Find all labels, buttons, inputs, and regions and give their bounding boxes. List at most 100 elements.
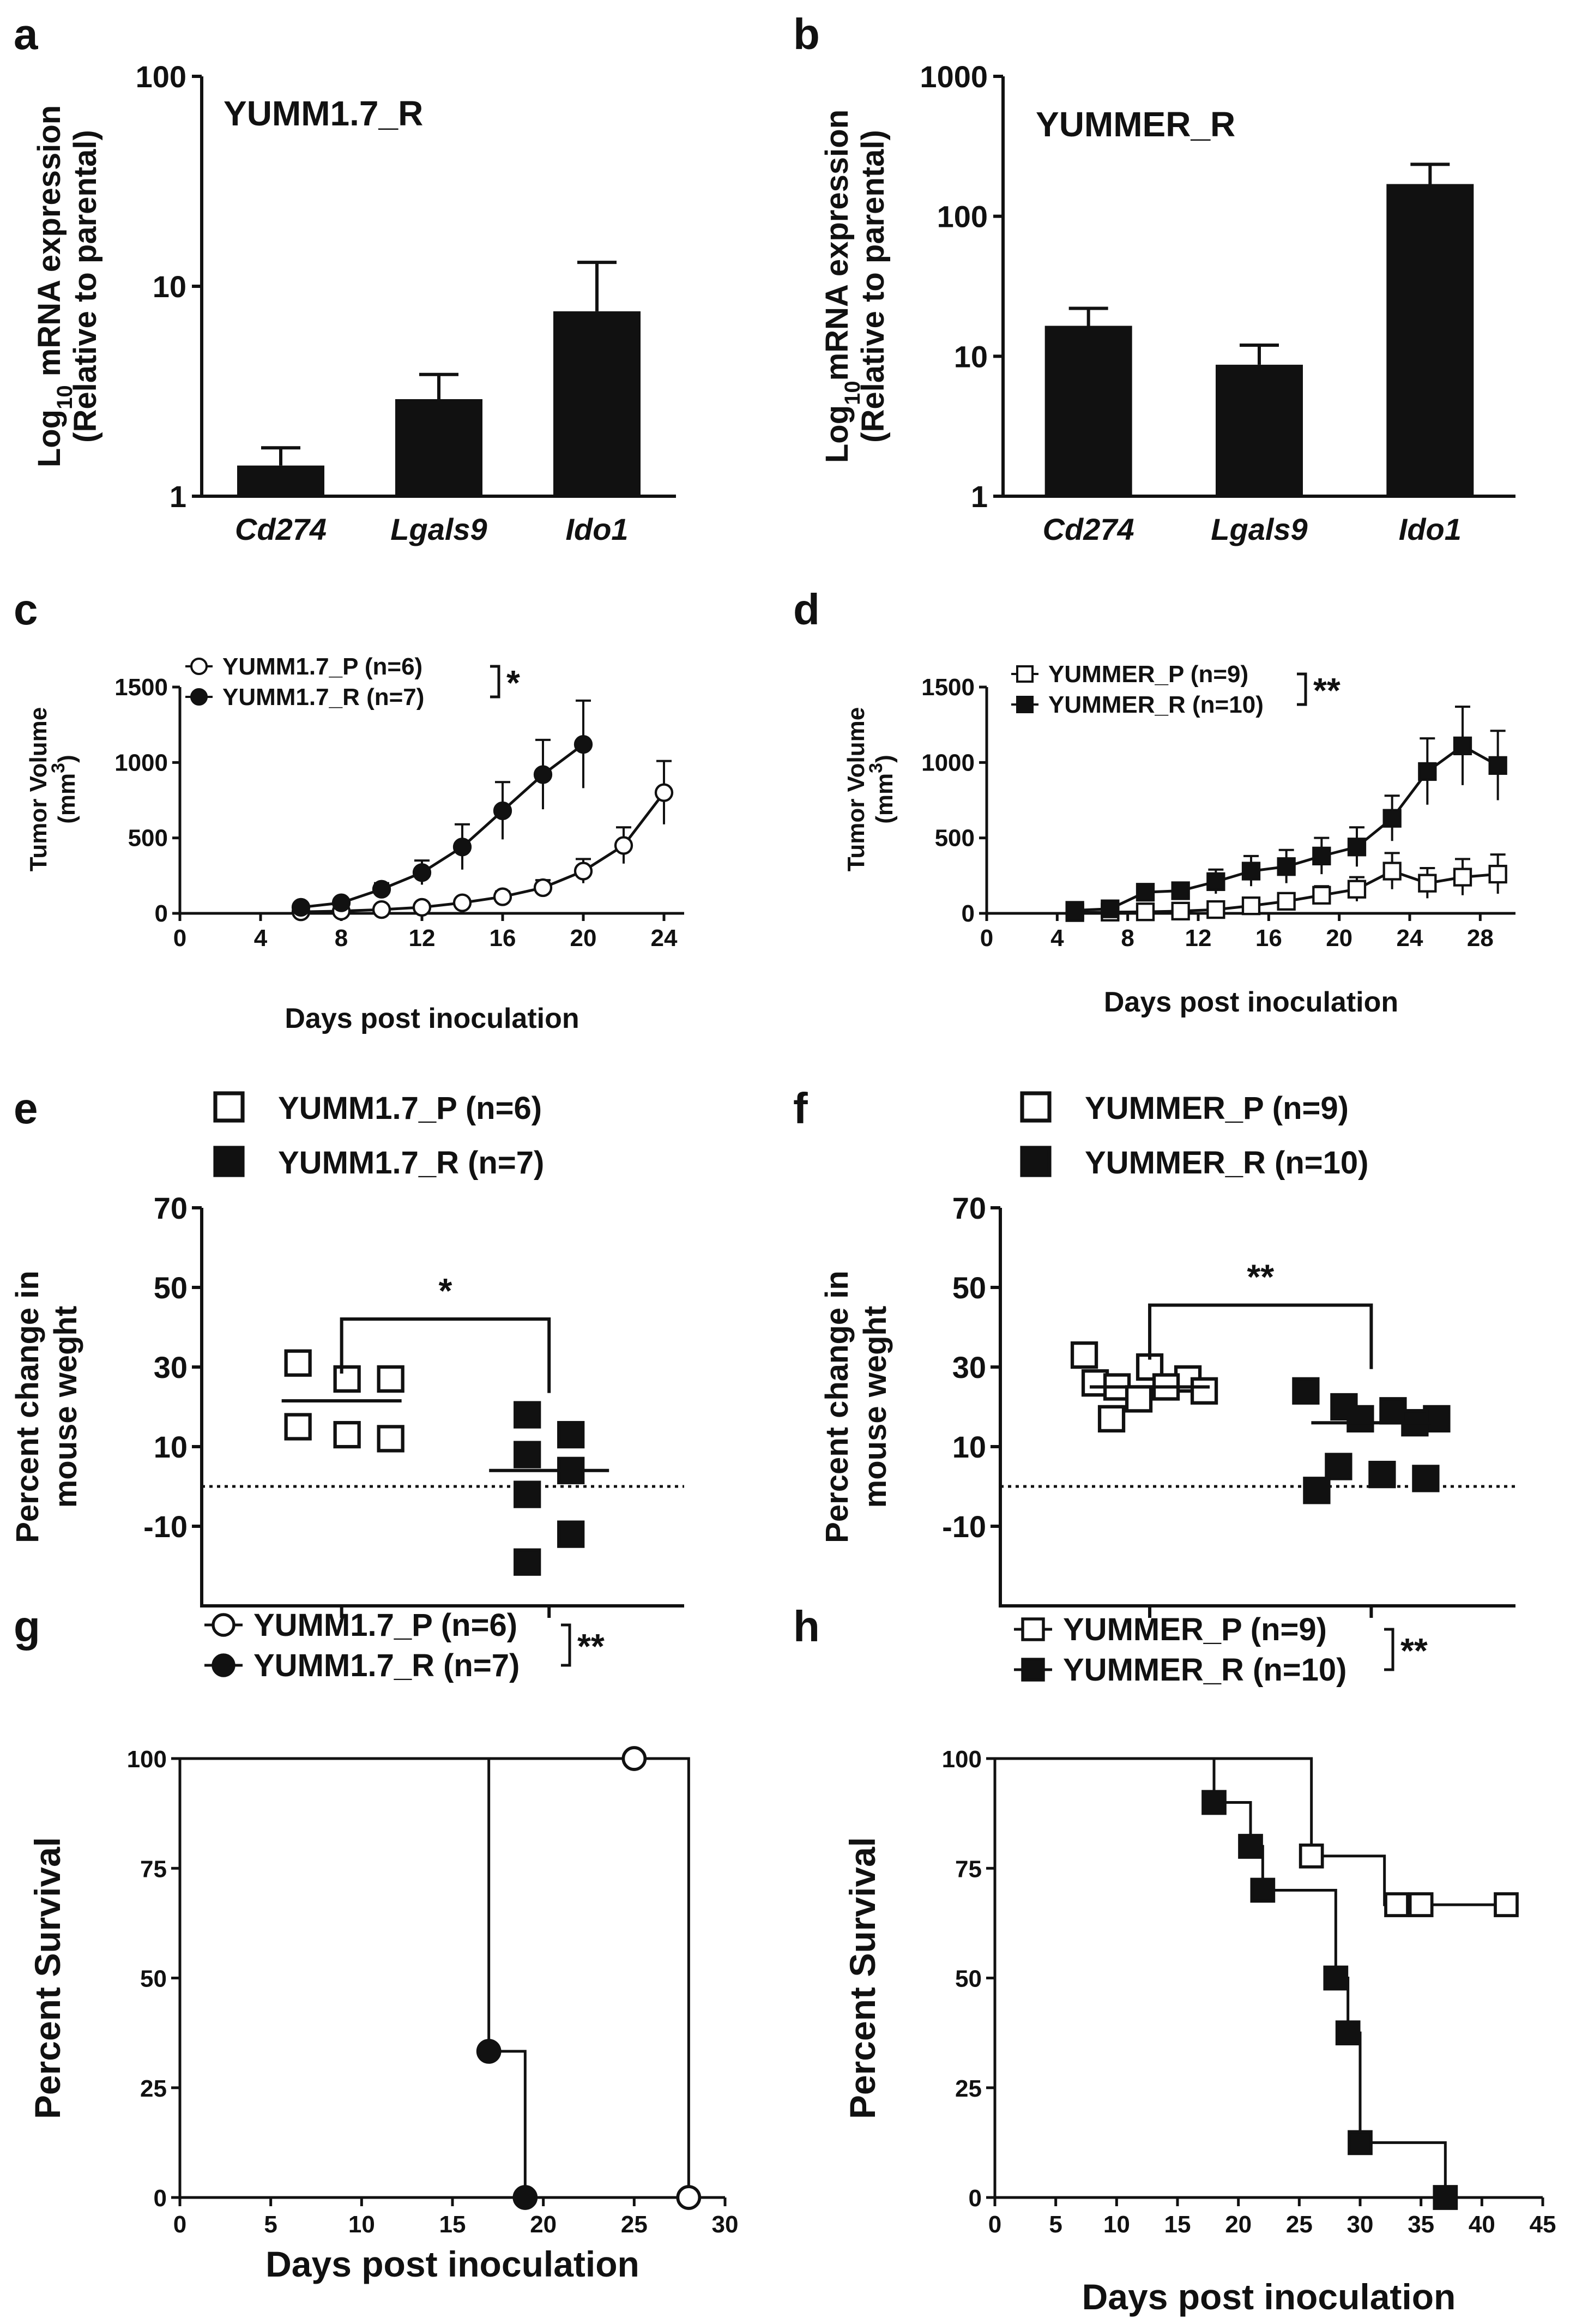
data-point — [512, 2185, 538, 2210]
bar-Ido1 — [1386, 184, 1474, 497]
data-point — [1433, 2185, 1458, 2210]
data-point — [1277, 857, 1296, 876]
y-axis-label-unit: (mm3) — [48, 755, 80, 823]
y-tick-label: 10 — [154, 1430, 188, 1464]
data-point — [452, 893, 472, 912]
chart-a: 1 10 100 Cd274 Lgals9 Ido1 YUMM1.7_R Log10 mRNA… — [32, 59, 676, 546]
data-point — [1136, 902, 1155, 922]
chart-e: -10 10 30 50 70 * YUMM1.7_P (n=6) YUMM1.7_R (n=… — [10, 1091, 684, 1618]
data-point — [1206, 872, 1225, 892]
x-tick-label: 12 — [1185, 925, 1212, 952]
y-tick-label: 100 — [127, 1746, 167, 1773]
y-tick-label: 70 — [154, 1191, 188, 1225]
x-axis-label: Days post inoculation — [1082, 2277, 1456, 2317]
x-tick-label: 12 — [409, 925, 436, 952]
data-point — [372, 900, 391, 919]
data-point — [1347, 880, 1367, 899]
legend-marker — [212, 1613, 235, 1637]
data-point — [514, 1401, 541, 1429]
x-tick-label: 20 — [530, 2211, 557, 2238]
panel-label-f: f — [793, 1084, 808, 1133]
x-tick-label: 4 — [254, 925, 268, 952]
data-point — [1312, 846, 1331, 866]
y-tick-label: 75 — [140, 1856, 167, 1882]
category-label: Ido1 — [565, 512, 628, 546]
x-tick-label: 30 — [712, 2211, 739, 2238]
y-tick-label: 25 — [140, 2075, 167, 2102]
data-point — [1384, 1892, 1409, 1917]
data-point — [1382, 862, 1402, 881]
category-label: Lgals9 — [390, 512, 487, 546]
y-tick-label: 75 — [955, 1856, 982, 1882]
data-point — [614, 836, 633, 855]
x-tick-label: 0 — [173, 2211, 186, 2238]
panel-label-c: c — [14, 585, 38, 634]
axis-lines — [178, 687, 684, 915]
x-tick-label: 4 — [1050, 925, 1064, 952]
legend-label: YUMMER_P (n=9) — [1048, 661, 1248, 688]
significance-bracket — [561, 1623, 571, 1667]
data-point — [284, 1349, 312, 1377]
data-point — [514, 1548, 541, 1576]
data-point — [514, 1441, 541, 1468]
x-tick-label: 24 — [651, 925, 678, 952]
axis-lines — [993, 1759, 1543, 2199]
x-tick-label: 5 — [264, 2211, 277, 2238]
x-tick-label: 30 — [1347, 2211, 1374, 2238]
data-point — [1206, 900, 1225, 919]
legend-marker — [213, 1146, 245, 1177]
x-tick-label: 15 — [1164, 2211, 1191, 2238]
data-point — [412, 898, 432, 917]
data-point — [493, 801, 512, 821]
data-point — [1453, 868, 1472, 887]
y-tick-label: 0 — [969, 2185, 982, 2212]
data-point — [1325, 1453, 1352, 1480]
data-point — [533, 878, 553, 898]
significance-label: * — [506, 663, 520, 702]
x-tick-label: 8 — [335, 925, 348, 952]
legend-marker — [1021, 1658, 1045, 1682]
legend-marker — [190, 688, 208, 706]
y-tick-label: 0 — [962, 900, 975, 927]
y-axis-label: Percent Survival — [842, 1837, 883, 2119]
survival-curve-1 — [995, 1757, 1447, 2197]
data-point — [1312, 886, 1331, 905]
panel-label-a: a — [14, 10, 38, 58]
y-tick-label: 10 — [952, 1430, 986, 1464]
y-tick-label: -10 — [143, 1509, 188, 1544]
data-point — [1335, 2020, 1361, 2045]
category-label: Ido1 — [1399, 512, 1462, 546]
y-tick-label: 50 — [955, 1966, 982, 1992]
y-axis-label: Log10 mRNA expression — [32, 105, 77, 467]
y-tick-label: 500 — [128, 825, 168, 852]
y-tick-label: 50 — [140, 1966, 167, 1992]
data-point — [377, 1425, 404, 1453]
legend-label: YUMMER_P (n=9) — [1085, 1091, 1349, 1126]
data-point — [1201, 1790, 1227, 1815]
significance-bracket — [340, 1317, 551, 1393]
legend-marker — [190, 658, 208, 675]
data-point — [573, 734, 593, 754]
data-point — [1277, 892, 1296, 911]
data-point — [1101, 899, 1120, 918]
data-point — [372, 880, 391, 899]
x-tick-label: 28 — [1467, 925, 1494, 952]
significance-label: ** — [1400, 1631, 1428, 1670]
y-tick-label: 100 — [942, 1746, 982, 1773]
significance-bracket — [1297, 672, 1307, 706]
y-tick-label: -10 — [942, 1509, 986, 1544]
y-tick-label: 0 — [155, 900, 168, 927]
y-axis-label: Percent change in — [819, 1271, 855, 1543]
chart-f: -10 10 30 50 70 ** YUMMER_P (n=9) YUMMER_R (n=1… — [819, 1091, 1515, 1618]
survival-curve-0 — [180, 1757, 690, 2197]
data-point — [1494, 1892, 1519, 1917]
survival-curve-1 — [180, 1757, 527, 2197]
x-tick-label: 16 — [1255, 925, 1282, 952]
data-point — [1323, 1965, 1349, 1991]
x-axis-label: Days post inoculation — [285, 1003, 579, 1034]
data-point — [573, 862, 593, 881]
y-tick-label: 500 — [935, 825, 975, 852]
legend-marker — [1020, 1146, 1052, 1177]
data-point — [1097, 1405, 1126, 1433]
chart-title: YUMMER_R — [1036, 105, 1235, 144]
